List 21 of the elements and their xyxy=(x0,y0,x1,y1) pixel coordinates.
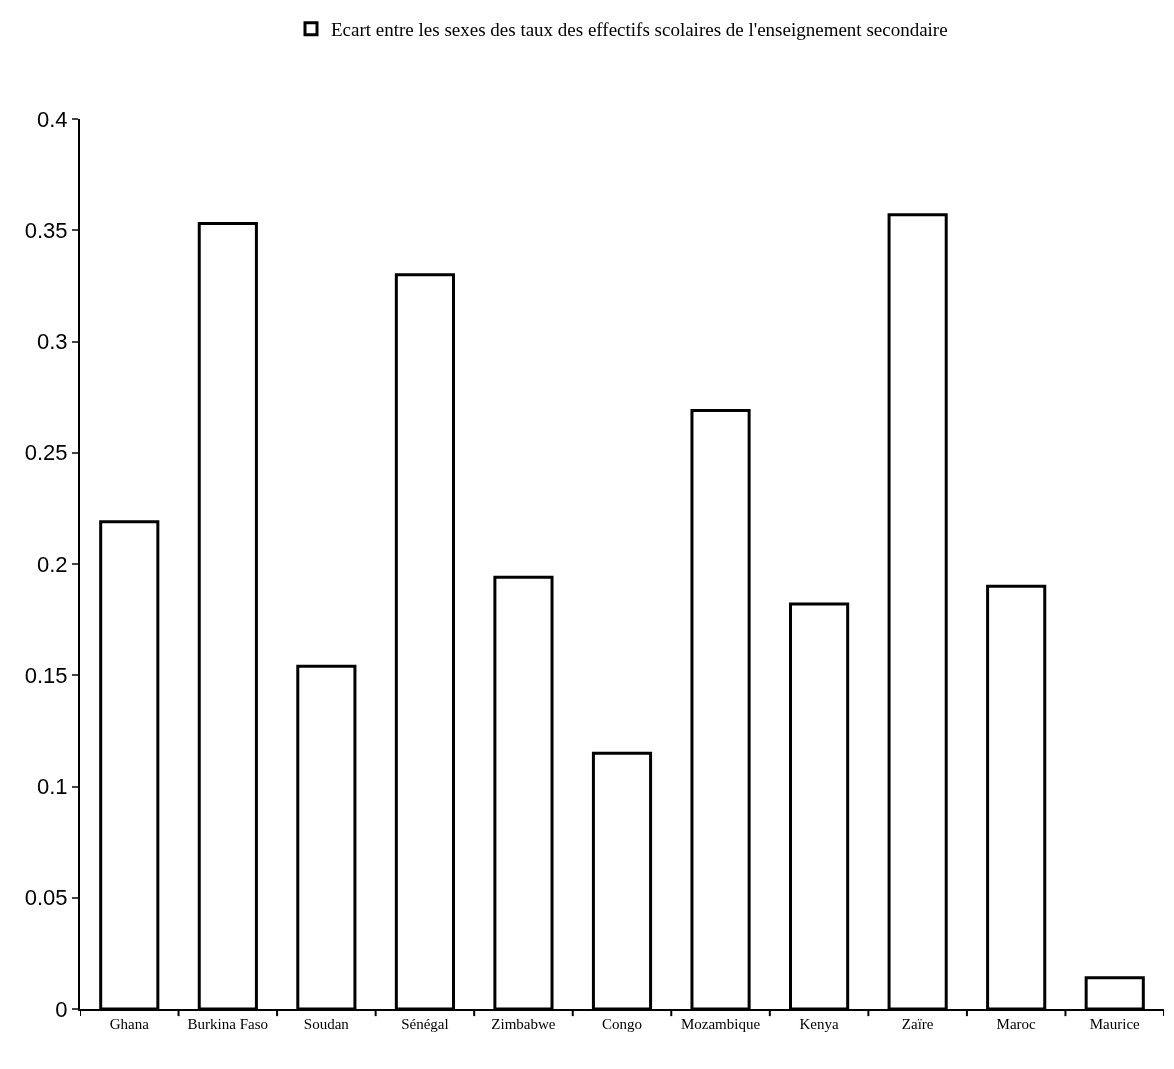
y-tick-label: 0.4 xyxy=(37,106,68,132)
y-tick-label: 0 xyxy=(55,996,68,1022)
x-tick-label: Zimbabwe xyxy=(491,1016,556,1032)
y-tick-label: 0.2 xyxy=(37,551,68,577)
y-tick-label: 0.3 xyxy=(37,329,68,355)
x-tick-label: Maurice xyxy=(1089,1016,1141,1032)
x-tick-label: Ghana xyxy=(109,1016,150,1032)
x-tick-label: Zaïre xyxy=(901,1016,934,1032)
x-tick-label: Mozambique xyxy=(680,1016,761,1032)
x-tick-label: Sénégal xyxy=(401,1016,449,1032)
x-tick-label: Maroc xyxy=(996,1016,1037,1032)
y-tick-label: 0.25 xyxy=(24,440,68,466)
y-tick-label: 0.35 xyxy=(24,217,68,243)
x-tick-label: Kenya xyxy=(799,1016,839,1032)
x-tick-label: Soudan xyxy=(303,1016,350,1032)
x-tick-label: Burkina Faso xyxy=(187,1016,269,1032)
y-tick-label: 0.1 xyxy=(37,774,68,800)
y-tick-label: 0.15 xyxy=(24,662,68,688)
legend-label: Ecart entre les sexes des taux des effectifs scolaires de l'enseignement secondaire xyxy=(331,19,948,41)
x-tick-label: Congo xyxy=(601,1016,643,1032)
y-tick-label: 0.05 xyxy=(24,885,68,911)
